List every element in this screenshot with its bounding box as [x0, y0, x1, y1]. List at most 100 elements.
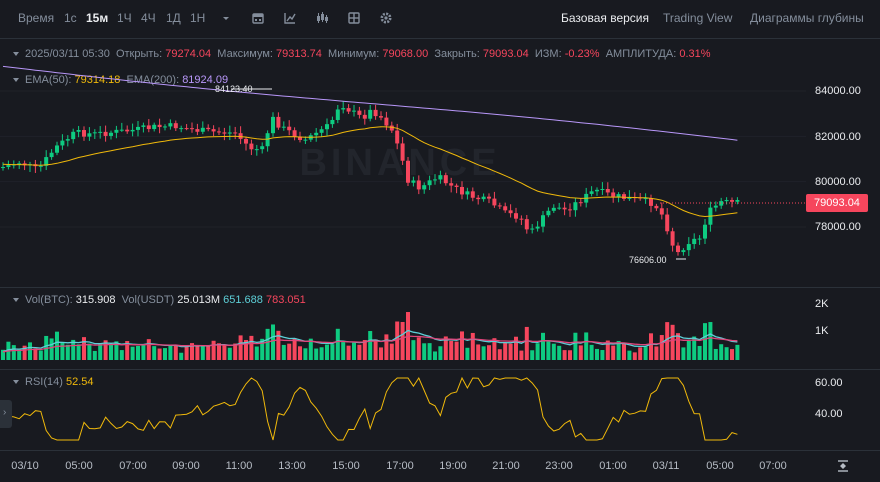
close-label: Закрыть: — [434, 48, 480, 60]
volume-bar — [411, 340, 416, 360]
volume-ma2-line — [2, 335, 738, 353]
candle — [730, 200, 734, 202]
candle — [713, 205, 718, 208]
volume-bar — [130, 346, 135, 360]
amplitude-value: 0.31% — [679, 48, 711, 60]
vol-usdt-label: Vol(USDT) — [121, 294, 175, 306]
candle — [44, 157, 49, 166]
open-label: Открыть: — [115, 48, 163, 60]
candle — [735, 199, 740, 202]
current-price-tag: 79093.04 — [806, 194, 868, 212]
interval-15m[interactable]: 15м — [86, 11, 109, 25]
time-tick: 05:00 — [706, 460, 734, 472]
volume-bar — [114, 341, 119, 360]
chevron-down-icon[interactable] — [219, 11, 233, 25]
volume-bar — [384, 334, 389, 360]
volume-bar — [341, 342, 346, 360]
volume-bar — [38, 350, 43, 360]
volume-bar — [82, 337, 86, 360]
volume-bar — [589, 344, 594, 360]
volume-bar — [443, 336, 448, 360]
volume-bar — [233, 343, 238, 360]
candle — [665, 214, 670, 232]
scale-reset-icon[interactable] — [836, 459, 850, 473]
candle — [1, 167, 5, 169]
candle — [227, 132, 232, 134]
volume-bar — [681, 347, 686, 360]
volume-bar — [605, 340, 610, 360]
volume-bar — [173, 344, 178, 360]
vol-btc-label: Vol(BTC): — [25, 294, 73, 306]
interval-4h[interactable]: 4Ч — [141, 11, 156, 25]
candle — [254, 149, 259, 151]
panel-collapse-handle[interactable]: › — [0, 400, 12, 428]
candle — [60, 140, 65, 146]
settings-icon[interactable] — [379, 11, 393, 25]
candle — [146, 125, 151, 130]
candle — [103, 131, 108, 136]
amplitude-label: АМПЛИТУДА: — [605, 48, 677, 60]
candle — [578, 202, 583, 204]
volume-bar — [719, 344, 724, 360]
volume-bar — [697, 345, 702, 360]
tab-basic-version[interactable]: Базовая версия — [561, 11, 649, 25]
toolbar-divider — [0, 38, 880, 39]
candle — [454, 185, 459, 187]
volume-bar — [157, 348, 162, 360]
interval-1h[interactable]: 1Ч — [117, 11, 132, 25]
volume-bar — [416, 337, 421, 360]
volume-bar — [541, 332, 545, 360]
chevron-down-icon[interactable] — [13, 78, 19, 83]
close-value: 79093.04 — [482, 48, 529, 60]
candle — [281, 126, 286, 128]
candle — [573, 202, 578, 211]
candle — [314, 132, 319, 136]
candle — [589, 191, 594, 194]
tab-trading-view[interactable]: Trading View — [663, 11, 733, 25]
volume-bar — [200, 346, 205, 360]
volume-bar — [643, 346, 648, 360]
volume-ma1-line — [2, 329, 738, 353]
volume-bar — [530, 350, 535, 360]
volume-bar — [395, 321, 400, 360]
chevron-down-icon[interactable] — [13, 380, 19, 385]
candle — [179, 128, 184, 130]
interval-1w[interactable]: 1Н — [190, 11, 206, 25]
volume-bar — [373, 339, 378, 360]
tab-depth-chart[interactable]: Диаграммы глубины — [750, 11, 864, 25]
volume-bar — [573, 332, 578, 360]
rsi-divider — [0, 369, 880, 370]
high-marker: 84123.40 — [215, 84, 253, 94]
volume-bar — [654, 346, 659, 360]
volume-bar — [1, 349, 5, 360]
layout-icon[interactable] — [347, 11, 361, 25]
low-value: 79068.00 — [382, 48, 429, 60]
interval-1s[interactable]: 1с — [64, 11, 77, 25]
ema50-label: EMA(50): — [25, 74, 72, 86]
candle — [449, 183, 454, 186]
volume-bar — [281, 344, 286, 360]
interval-1d[interactable]: 1Д — [166, 11, 181, 25]
volume-bar — [433, 351, 437, 360]
chevron-down-icon[interactable] — [13, 298, 19, 303]
volume-bar — [308, 338, 313, 360]
candle — [130, 129, 135, 132]
time-tick: 07:00 — [119, 460, 147, 472]
time-tick: 01:00 — [599, 460, 627, 472]
candle-type-icon[interactable] — [315, 11, 329, 25]
calendar-icon[interactable] — [251, 11, 265, 25]
price-tick: 78000.00 — [815, 221, 861, 233]
candle — [487, 196, 491, 199]
volume-bar — [28, 342, 32, 360]
candle — [395, 130, 400, 144]
candle — [379, 116, 383, 118]
candle — [681, 250, 686, 253]
volume-bar — [22, 345, 27, 360]
chevron-down-icon[interactable] — [13, 52, 19, 57]
volume-bar — [551, 343, 556, 360]
volume-bar — [389, 343, 394, 360]
candle — [65, 139, 70, 141]
volume-bar — [546, 341, 551, 360]
indicator-icon[interactable] — [283, 11, 297, 25]
